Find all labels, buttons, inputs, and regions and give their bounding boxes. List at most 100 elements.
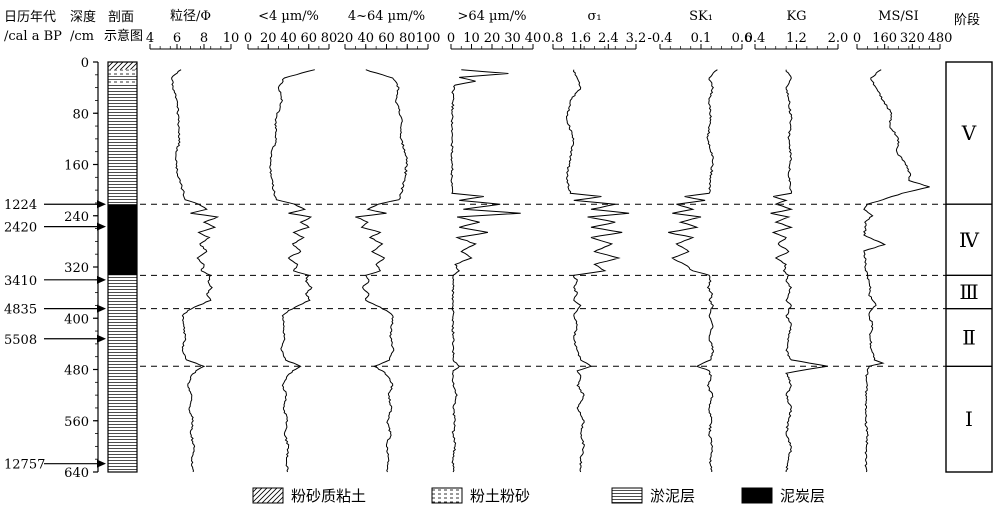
- panel-tick-label: 10: [463, 31, 480, 46]
- panel-profile-line: [450, 69, 521, 473]
- age-label: 12757: [4, 458, 45, 473]
- panel-tick-label: 80: [321, 31, 338, 46]
- panel-tick-label: 20: [260, 31, 277, 46]
- panel-tick-label: 480: [928, 31, 953, 46]
- legend-label: 淤泥层: [650, 487, 695, 505]
- lithology-layer-silt: [108, 69, 137, 77]
- panel-profile-line: [863, 69, 930, 473]
- panel-tick-label: 3.2: [626, 31, 647, 46]
- age-label: 1224: [4, 198, 37, 213]
- panel-tick-label: 0.1: [691, 31, 712, 46]
- depth-column-title: 深度: [70, 9, 96, 25]
- panel-5: SK₁ -0.4 0.1 0.6: [647, 9, 753, 473]
- panel-title: 4~64 µm/%: [348, 9, 425, 24]
- panel-2: 4~64 µm/% 20 40 60 80 100: [337, 9, 441, 473]
- panel-tick-label: 2.4: [598, 31, 619, 46]
- stage-frame: [945, 61, 993, 473]
- legend-swatch-silty-clay: [252, 487, 284, 504]
- panel-tick-label: 0: [853, 31, 861, 46]
- age-arrow-head: [97, 200, 106, 209]
- depth-tick-label: 160: [64, 159, 89, 174]
- legend-swatch-silt: [431, 487, 463, 504]
- age-label: 5508: [4, 333, 37, 348]
- lithology-layer-silty-clay: [108, 62, 137, 70]
- age-column-title: 日历年代: [4, 10, 56, 25]
- age-arrow-head: [97, 334, 106, 343]
- panel-tick-label: 2.0: [828, 31, 849, 46]
- panel-profile-line: [171, 69, 220, 473]
- panel-profile-line: [770, 69, 828, 473]
- panel-tick-label: 8: [200, 31, 208, 46]
- panel-tick-label: 160: [872, 31, 897, 46]
- panel-tick-label: 1.6: [570, 31, 591, 46]
- panel-tick-label: 0.4: [745, 31, 766, 46]
- section-column-subtitle: 示意图: [104, 28, 143, 44]
- depth-column-unit: /cm: [70, 29, 94, 44]
- age-label: 3410: [4, 274, 37, 289]
- panel-tick-label: -0.4: [647, 31, 672, 46]
- panel-tick-label: 100: [416, 31, 441, 46]
- panel-profile-line: [269, 69, 315, 473]
- panel-tick-label: 320: [900, 31, 925, 46]
- lithology-layer-silt: [108, 79, 137, 84]
- lithology-column-frame: [107, 61, 138, 473]
- section-column-title: 剖面: [108, 10, 134, 25]
- depth-tick-label: 480: [64, 364, 89, 379]
- lithology-column: [107, 61, 138, 473]
- panel-tick-label: 0.6: [732, 31, 753, 46]
- legend-label: 粉砂质粘土: [291, 487, 366, 505]
- stage-label: Ⅰ: [965, 407, 973, 431]
- stage-column: Ⅴ Ⅳ Ⅲ Ⅱ Ⅰ: [945, 61, 993, 473]
- panel-tick-label: 80: [399, 31, 416, 46]
- age-column-unit: /cal a BP: [4, 29, 62, 44]
- panel-tick-label: 0: [447, 31, 455, 46]
- panel-tick-label: 0: [244, 31, 252, 46]
- panel-title: SK₁: [689, 9, 713, 24]
- legend-label: 泥炭层: [780, 487, 825, 505]
- stage-label: Ⅴ: [961, 121, 977, 145]
- panel-7: MS/SI 0 160 320 480: [853, 9, 953, 473]
- panel-tick-label: 30: [504, 31, 521, 46]
- panel-title: KG: [786, 9, 806, 24]
- depth-tick-label: 640: [64, 466, 89, 481]
- legend-swatch-peat: [741, 487, 773, 504]
- panel-title: >64 µm/%: [457, 9, 526, 24]
- age-arrow-head: [97, 459, 106, 468]
- lithology-layer-mud: [108, 76, 137, 80]
- panel-tick-label: 10: [223, 31, 240, 46]
- panel-tick-label: 40: [525, 31, 542, 46]
- panel-tick-label: 20: [337, 31, 354, 46]
- panel-3: >64 µm/%0 10 20 30 40: [447, 9, 542, 473]
- stage-label: Ⅳ: [959, 228, 980, 252]
- lithology-layer-mud: [108, 83, 137, 205]
- panel-0: 粒径/Φ 4 6 8 10: [146, 9, 240, 473]
- age-arrow-head: [97, 304, 106, 313]
- age-arrow-head: [97, 275, 106, 284]
- panel-tick-label: 60: [378, 31, 395, 46]
- panel-4: σ₁ 0.8 1.6 2.4 3.2: [543, 9, 647, 473]
- age-label: 4835: [4, 303, 37, 318]
- stage-column-title: 阶段: [954, 13, 980, 28]
- panel-tick-label: 40: [280, 31, 297, 46]
- lithology-layer-mud: [108, 275, 137, 472]
- age-label: 2420: [4, 221, 37, 236]
- panel-profile-line: [668, 69, 718, 473]
- legend: 粉砂质粘土 粉土粉砂 淤泥层 泥炭层: [252, 487, 825, 505]
- panel-tick-label: 6: [173, 31, 181, 46]
- stage-label: Ⅱ: [962, 325, 976, 349]
- stage-label: Ⅲ: [959, 280, 978, 304]
- panel-title: <4 µm/%: [258, 9, 319, 24]
- panel-tick-label: 40: [357, 31, 374, 46]
- proxy-panels: 粒径/Φ4 6 8 10<4 µm/%0 20 40 60 804~64 µm/%20 40 60…: [146, 9, 953, 473]
- stage-boundaries: [140, 203, 946, 367]
- depth-axis: 0 80 160 240 320 400 480 560 640: [64, 56, 99, 481]
- depth-tick-label: 560: [64, 415, 89, 430]
- depth-tick-label: 400: [64, 312, 89, 327]
- panel-tick-label: 1.2: [786, 31, 807, 46]
- depth-tick-label: 80: [72, 107, 89, 122]
- panel-6: KG 0.4 1.2 2.0: [745, 9, 849, 473]
- panel-tick-label: 20: [484, 31, 501, 46]
- depth-tick-label: 0: [81, 56, 89, 71]
- panel-tick-label: 60: [300, 31, 317, 46]
- panel-profile-line: [355, 69, 408, 473]
